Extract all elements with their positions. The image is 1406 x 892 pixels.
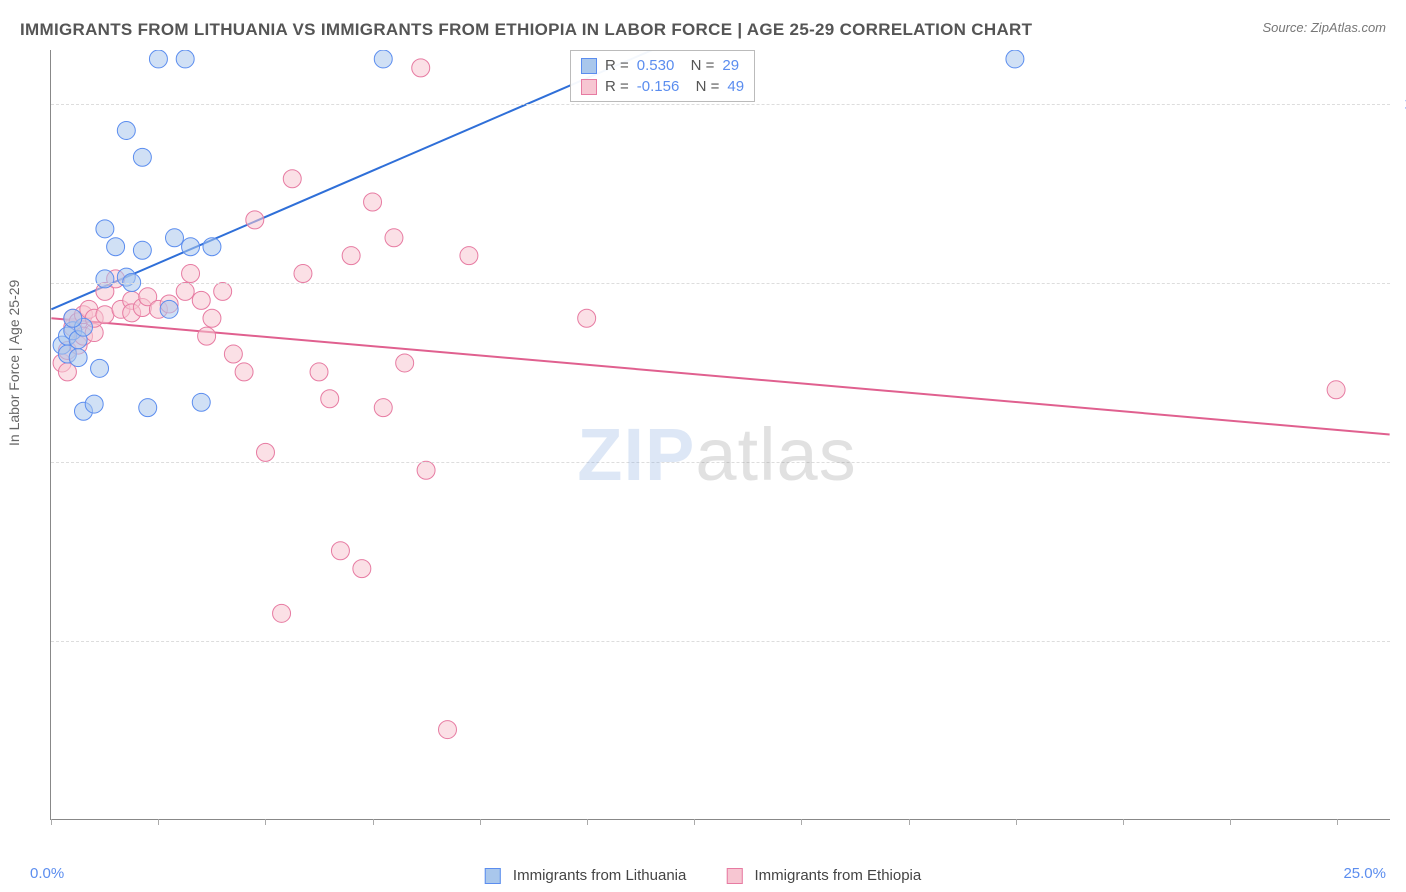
data-point [578, 309, 596, 327]
r-value-a: 0.530 [637, 57, 675, 74]
data-point [182, 265, 200, 283]
legend-item-b: Immigrants from Ethiopia [726, 867, 921, 884]
data-point [203, 309, 221, 327]
x-tick [158, 819, 159, 825]
data-point [385, 229, 403, 247]
data-point [283, 170, 301, 188]
source-attribution: Source: ZipAtlas.com [1262, 20, 1386, 35]
x-tick [801, 819, 802, 825]
data-point [176, 282, 194, 300]
data-point [417, 461, 435, 479]
x-tick [480, 819, 481, 825]
data-point [107, 238, 125, 256]
data-point [96, 220, 114, 238]
x-tick [1337, 819, 1338, 825]
data-point [214, 282, 232, 300]
x-tick [51, 819, 52, 825]
legend-swatch-a-icon [485, 868, 501, 884]
r-value-b: -0.156 [637, 78, 680, 95]
data-point [331, 542, 349, 560]
data-point [85, 395, 103, 413]
data-point [203, 238, 221, 256]
x-tick [694, 819, 695, 825]
data-point [133, 241, 151, 259]
data-point [64, 309, 82, 327]
swatch-a-icon [581, 58, 597, 74]
gridline-h [51, 283, 1390, 284]
data-point [364, 193, 382, 211]
data-point [198, 327, 216, 345]
data-point [96, 306, 114, 324]
legend-swatch-b-icon [726, 868, 742, 884]
data-point [117, 121, 135, 139]
x-axis-right-label: 25.0% [1343, 865, 1386, 882]
gridline-h [51, 462, 1390, 463]
data-point [182, 238, 200, 256]
n-value-a: 29 [722, 57, 739, 74]
x-axis-left-label: 0.0% [30, 865, 64, 882]
data-point [96, 270, 114, 288]
legend-label-a: Immigrants from Lithuania [513, 867, 686, 884]
x-tick [265, 819, 266, 825]
x-tick [1016, 819, 1017, 825]
scatter-plot [51, 50, 1390, 819]
data-point [166, 229, 184, 247]
x-tick [1123, 819, 1124, 825]
data-point [246, 211, 264, 229]
data-point [91, 359, 109, 377]
correlation-row-a: R = 0.530 N = 29 [581, 55, 744, 76]
x-tick [909, 819, 910, 825]
data-point [192, 291, 210, 309]
data-point [1006, 50, 1024, 68]
gridline-h [51, 104, 1390, 105]
data-point [374, 50, 392, 68]
data-point [273, 604, 291, 622]
data-point [69, 349, 87, 367]
data-point [192, 393, 210, 411]
data-point [412, 59, 430, 77]
data-point [396, 354, 414, 372]
data-point [342, 247, 360, 265]
data-point [460, 247, 478, 265]
r-label: R = [605, 78, 629, 95]
data-point [294, 265, 312, 283]
n-label: N = [687, 78, 719, 95]
data-point [149, 50, 167, 68]
legend: Immigrants from Lithuania Immigrants fro… [485, 867, 921, 884]
legend-label-b: Immigrants from Ethiopia [755, 867, 922, 884]
data-point [310, 363, 328, 381]
correlation-box: R = 0.530 N = 29 R = -0.156 N = 49 [570, 50, 755, 102]
x-tick [1230, 819, 1231, 825]
data-point [1327, 381, 1345, 399]
data-point [133, 148, 151, 166]
data-point [235, 363, 253, 381]
n-value-b: 49 [727, 78, 744, 95]
data-point [353, 560, 371, 578]
chart-title: IMMIGRANTS FROM LITHUANIA VS IMMIGRANTS … [20, 20, 1032, 40]
data-point [176, 50, 194, 68]
data-point [224, 345, 242, 363]
swatch-b-icon [581, 79, 597, 95]
gridline-h [51, 641, 1390, 642]
y-axis-title: In Labor Force | Age 25-29 [6, 280, 22, 446]
data-point [439, 721, 457, 739]
data-point [374, 399, 392, 417]
plot-area: 70.0%80.0%90.0%100.0% [50, 50, 1390, 820]
data-point [160, 300, 178, 318]
data-point [257, 443, 275, 461]
legend-item-a: Immigrants from Lithuania [485, 867, 687, 884]
x-tick [373, 819, 374, 825]
n-label: N = [682, 57, 714, 74]
correlation-row-b: R = -0.156 N = 49 [581, 76, 744, 97]
data-point [139, 399, 157, 417]
x-tick [587, 819, 588, 825]
data-point [321, 390, 339, 408]
r-label: R = [605, 57, 629, 74]
